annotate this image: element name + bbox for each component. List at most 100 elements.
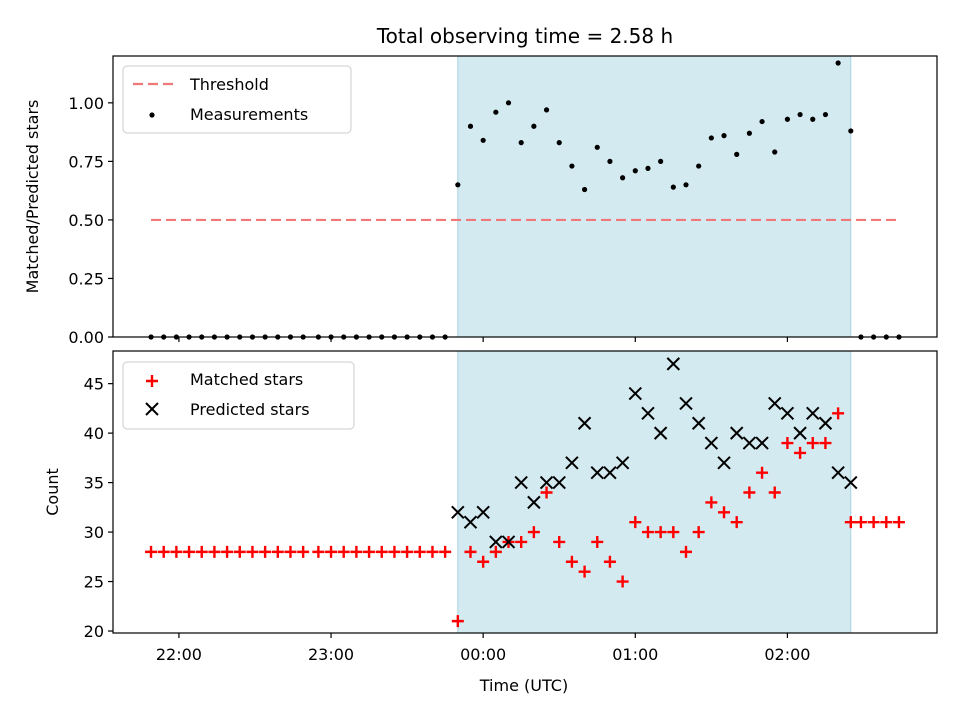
measurement-point bbox=[822, 111, 829, 118]
matched-star-point bbox=[426, 545, 439, 558]
bottom-panel: 20 25 30 35 40 45 22:00 23:00 00:00 01:00 02:00 C… bbox=[43, 350, 938, 695]
predicted-star-point bbox=[451, 505, 465, 519]
matched-star-point bbox=[743, 486, 756, 499]
predicted-star-point bbox=[489, 535, 503, 549]
x-tick-label: 01:00 bbox=[612, 645, 658, 664]
measurement-point bbox=[543, 107, 550, 113]
matched-star-point bbox=[867, 516, 880, 529]
matched-star-point bbox=[439, 545, 452, 558]
measurement-point bbox=[721, 133, 727, 139]
bottom-legend-box bbox=[122, 361, 355, 430]
measurement-point bbox=[683, 182, 689, 188]
legend-predicted-swatch bbox=[145, 402, 159, 416]
predicted-star-point bbox=[831, 465, 845, 480]
bottom-y-tick-label: 25 bbox=[84, 573, 104, 592]
legend-measurements-label: Measurements bbox=[190, 105, 308, 124]
matched-star-point bbox=[195, 545, 208, 558]
top-x-ticks bbox=[178, 337, 789, 342]
matched-star-point bbox=[692, 526, 705, 539]
measurement-point bbox=[632, 168, 638, 174]
bottom-y-tick-label: 20 bbox=[84, 622, 104, 641]
legend-measurements-swatch bbox=[149, 112, 155, 118]
bottom-y-ticks: 20 25 30 35 40 45 bbox=[84, 375, 113, 641]
measurement-point bbox=[531, 123, 537, 129]
matched-star-point bbox=[170, 545, 183, 558]
legend-matched-swatch bbox=[146, 375, 158, 387]
matched-star-point bbox=[591, 535, 604, 548]
predicted-star-point bbox=[742, 436, 757, 450]
matched-star-point bbox=[271, 545, 284, 558]
predicted-star-point bbox=[641, 406, 655, 421]
predicted-star-point bbox=[679, 396, 693, 411]
x-axis-label: Time (UTC) bbox=[479, 676, 568, 695]
measurement-point bbox=[556, 140, 562, 146]
bottom-legend: Matched stars Predicted stars bbox=[122, 361, 355, 430]
matched-star-point bbox=[553, 535, 566, 548]
measurement-point bbox=[455, 182, 461, 188]
matched-star-point bbox=[246, 545, 259, 558]
bottom-y-tick-label: 30 bbox=[84, 523, 104, 542]
predicted-star-point bbox=[717, 456, 731, 470]
matched-star-point bbox=[705, 496, 718, 509]
matched-star-point bbox=[515, 535, 528, 548]
predicted-star-point bbox=[768, 396, 782, 411]
x-tick-label: 02:00 bbox=[764, 645, 810, 664]
top-legend: Threshold Measurements bbox=[122, 65, 352, 134]
matched-star-point bbox=[654, 526, 667, 539]
matched-star-point bbox=[679, 545, 692, 558]
measurement-point bbox=[518, 140, 524, 146]
measurement-point bbox=[772, 149, 778, 155]
predicted-star-point bbox=[514, 475, 528, 490]
measurement-point bbox=[784, 116, 791, 122]
top-y-tick-label: 0.50 bbox=[68, 211, 104, 230]
matched-star-point bbox=[259, 545, 272, 558]
measurement-point bbox=[505, 100, 512, 106]
top-y-tick-label: 1.00 bbox=[68, 94, 104, 113]
matched-star-point bbox=[892, 516, 905, 529]
matched-star-point bbox=[667, 526, 680, 539]
matched-star-point bbox=[756, 466, 769, 479]
measurement-point bbox=[467, 123, 474, 129]
matched-star-point bbox=[284, 545, 297, 558]
predicted-star-point bbox=[666, 357, 681, 371]
legend-matched-label: Matched stars bbox=[190, 370, 303, 389]
measurement-point bbox=[670, 184, 676, 190]
matched-star-point bbox=[730, 516, 743, 529]
predicted-star-point bbox=[844, 475, 858, 490]
top-legend-box bbox=[122, 65, 352, 134]
bottom-y-axis-label: Count bbox=[43, 468, 62, 516]
measurement-point bbox=[607, 158, 613, 164]
top-y-tick-label: 0.25 bbox=[68, 269, 104, 288]
matched-star-point bbox=[880, 516, 893, 529]
matched-star-point bbox=[157, 545, 170, 558]
predicted-star-point bbox=[565, 456, 579, 470]
observing-span-bottom bbox=[457, 350, 852, 634]
measurement-point bbox=[493, 109, 499, 115]
predicted-star-point bbox=[653, 426, 668, 440]
matched-star-point bbox=[350, 545, 363, 558]
predicted-star-point bbox=[780, 406, 795, 421]
predicted-star-point bbox=[818, 416, 833, 430]
matched-star-point bbox=[718, 506, 731, 519]
matched-star-point bbox=[768, 486, 781, 499]
predicted-star-point bbox=[755, 436, 769, 450]
measurement-point bbox=[848, 128, 854, 134]
matched-star-point bbox=[477, 555, 490, 568]
measurement-point bbox=[645, 165, 651, 171]
bottom-y-tick-label: 45 bbox=[84, 375, 104, 394]
measurement-point bbox=[746, 130, 752, 136]
predicted-star-points bbox=[451, 357, 858, 549]
bottom-plot-frame bbox=[112, 350, 938, 634]
measurement-point bbox=[581, 186, 588, 193]
measurement-point bbox=[696, 163, 702, 169]
predicted-star-point bbox=[527, 495, 541, 510]
x-tick-label: 23:00 bbox=[308, 645, 354, 664]
matched-star-point bbox=[375, 545, 388, 558]
matched-star-points bbox=[145, 407, 905, 628]
predicted-star-point bbox=[552, 475, 566, 490]
top-plot-frame bbox=[112, 55, 938, 338]
matched-star-point bbox=[297, 545, 310, 558]
bottom-x-ticks: 22:00 23:00 00:00 01:00 02:00 bbox=[156, 633, 810, 664]
matched-star-point bbox=[578, 565, 591, 578]
